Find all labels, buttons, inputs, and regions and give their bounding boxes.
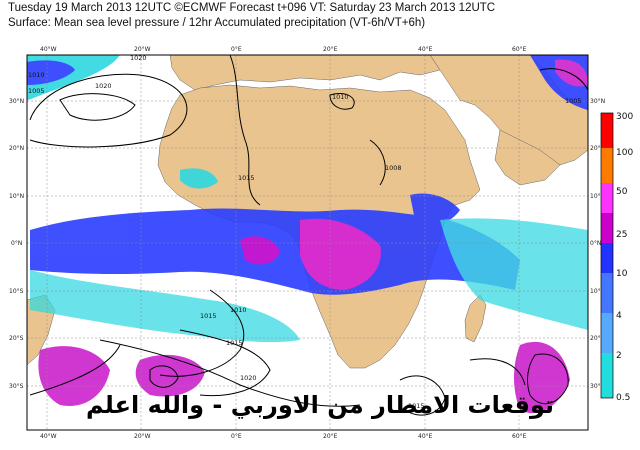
lat-label: 30°N — [590, 98, 605, 105]
isobar-label: 1010 — [230, 306, 247, 314]
lon-label: 40°W — [40, 46, 57, 53]
colorbar-swatch — [601, 113, 613, 148]
map-frame — [26, 54, 589, 431]
lat-label: 30°S — [590, 383, 605, 390]
lon-label: 60°E — [512, 46, 527, 53]
isobar-line — [469, 358, 526, 386]
latitude-labels-right: 30°N 20°N 10°N 0°N 10°S 20°S 30°S — [590, 98, 605, 390]
isobar-label: 1015 — [200, 312, 217, 320]
precip-indian-ocean — [440, 218, 588, 330]
longitude-labels-top: 40°W 20°W 0°E 20°E 40°E 60°E — [40, 46, 527, 53]
isobar-label: 1010 — [332, 93, 349, 101]
precip-core-west — [240, 236, 280, 265]
isobar-labels: 1020 1010 1005 1010 1015 1020 1015 1020 … — [28, 54, 582, 410]
precip-ethiopia — [410, 193, 460, 225]
colorbar-tick: 2 — [616, 351, 622, 361]
colorbar-swatch — [601, 183, 613, 213]
lat-label: 20°S — [9, 335, 24, 342]
isobar-line — [329, 93, 355, 110]
isobar-label: 1010 — [28, 71, 45, 79]
lon-label: 20°E — [323, 433, 338, 440]
precip-light-south — [30, 270, 300, 343]
isobar-line — [29, 73, 188, 148]
forecast-subtitle: Surface: Mean sea level pressure / 12hr … — [8, 17, 426, 29]
lon-label: 0°E — [231, 46, 242, 53]
colorbar-swatch — [601, 148, 613, 183]
arabia-landmass — [494, 129, 561, 186]
lon-label: 60°E — [512, 433, 527, 440]
colorbar-tick: 300 — [616, 112, 633, 122]
isobar-label: 1015 — [226, 339, 243, 347]
isobar-label: 1020 — [95, 82, 112, 90]
lon-label: 20°W — [134, 433, 151, 440]
colorbar-tick: 10 — [616, 269, 628, 279]
lon-label: 20°E — [323, 46, 338, 53]
arabic-caption: توقعات الامطار من الاوربي - والله اعلم — [85, 391, 555, 419]
isobar-line — [99, 339, 361, 407]
isobar-label: 1015 — [408, 402, 425, 410]
lat-label: 10°N — [9, 193, 24, 200]
precip-core-congo — [300, 218, 381, 290]
forecast-title: Tuesday 19 March 2013 12UTC ©ECMWF Forec… — [8, 2, 496, 14]
europe-landmass — [169, 54, 441, 91]
isobar-label: 1005 — [28, 87, 45, 95]
isobar-line — [229, 54, 261, 206]
lon-label: 0°E — [231, 433, 242, 440]
colorbar-tick: 100 — [616, 148, 633, 158]
precip-scatter-n — [180, 168, 218, 189]
colorbar-tick: 50 — [616, 187, 628, 197]
lat-label: 20°N — [590, 145, 605, 152]
isobars — [29, 54, 589, 416]
precip-se-indian — [514, 341, 570, 414]
isobar-label: 1008 — [385, 164, 402, 172]
latitude-labels-left: 30°N 20°N 10°N 0°N 10°S 20°S 30°S — [9, 98, 24, 390]
colorbar-swatch — [601, 273, 613, 313]
lon-label: 40°W — [40, 433, 57, 440]
lat-label: 10°N — [590, 193, 605, 200]
colorbar-swatch — [601, 313, 613, 353]
colorbar-swatch — [601, 353, 613, 398]
lat-label: 20°S — [590, 335, 605, 342]
lon-label: 40°E — [418, 46, 433, 53]
isobar-label: 1015 — [238, 174, 255, 182]
isobar-line — [179, 329, 271, 397]
lat-label: 0°N — [590, 240, 601, 247]
isobar-line — [29, 344, 121, 396]
isobar-label: 1020 — [130, 54, 147, 62]
colorbar-tick: 4 — [616, 311, 622, 321]
isobar-label: 1020 — [240, 374, 257, 382]
lat-label: 20°N — [9, 145, 24, 152]
graticule — [27, 55, 588, 430]
precipitation-field — [27, 55, 588, 414]
colorbar-swatch — [601, 243, 613, 273]
precip-south-atlantic — [38, 346, 110, 406]
lon-label: 40°E — [418, 433, 433, 440]
precipitation-colorbar: 300 100 50 25 10 4 2 0.5 — [600, 112, 633, 403]
isobar-line — [399, 375, 446, 416]
lat-label: 30°S — [9, 383, 24, 390]
lat-label: 10°S — [9, 288, 24, 295]
isobar-line — [159, 289, 245, 377]
lat-label: 10°S — [590, 288, 605, 295]
colorbar-tick: 25 — [616, 230, 627, 240]
longitude-labels-bottom: 40°W 20°W 0°E 20°E 40°E 60°E — [40, 433, 527, 440]
colorbar-swatch — [601, 213, 613, 243]
isobar-line — [369, 139, 386, 186]
isobar-line — [149, 365, 179, 388]
colorbar-tick: 0.5 — [616, 393, 630, 403]
isobar-line — [539, 68, 589, 91]
isobar-line — [527, 353, 569, 405]
lat-label: 30°N — [9, 98, 24, 105]
isobar-label: 1005 — [565, 97, 582, 105]
lon-label: 20°W — [134, 46, 151, 53]
precip-atlantic-nw-core — [27, 60, 75, 85]
isobar-line — [59, 93, 136, 121]
colorbar-frame — [600, 112, 614, 399]
lat-label: 0°N — [11, 240, 22, 247]
